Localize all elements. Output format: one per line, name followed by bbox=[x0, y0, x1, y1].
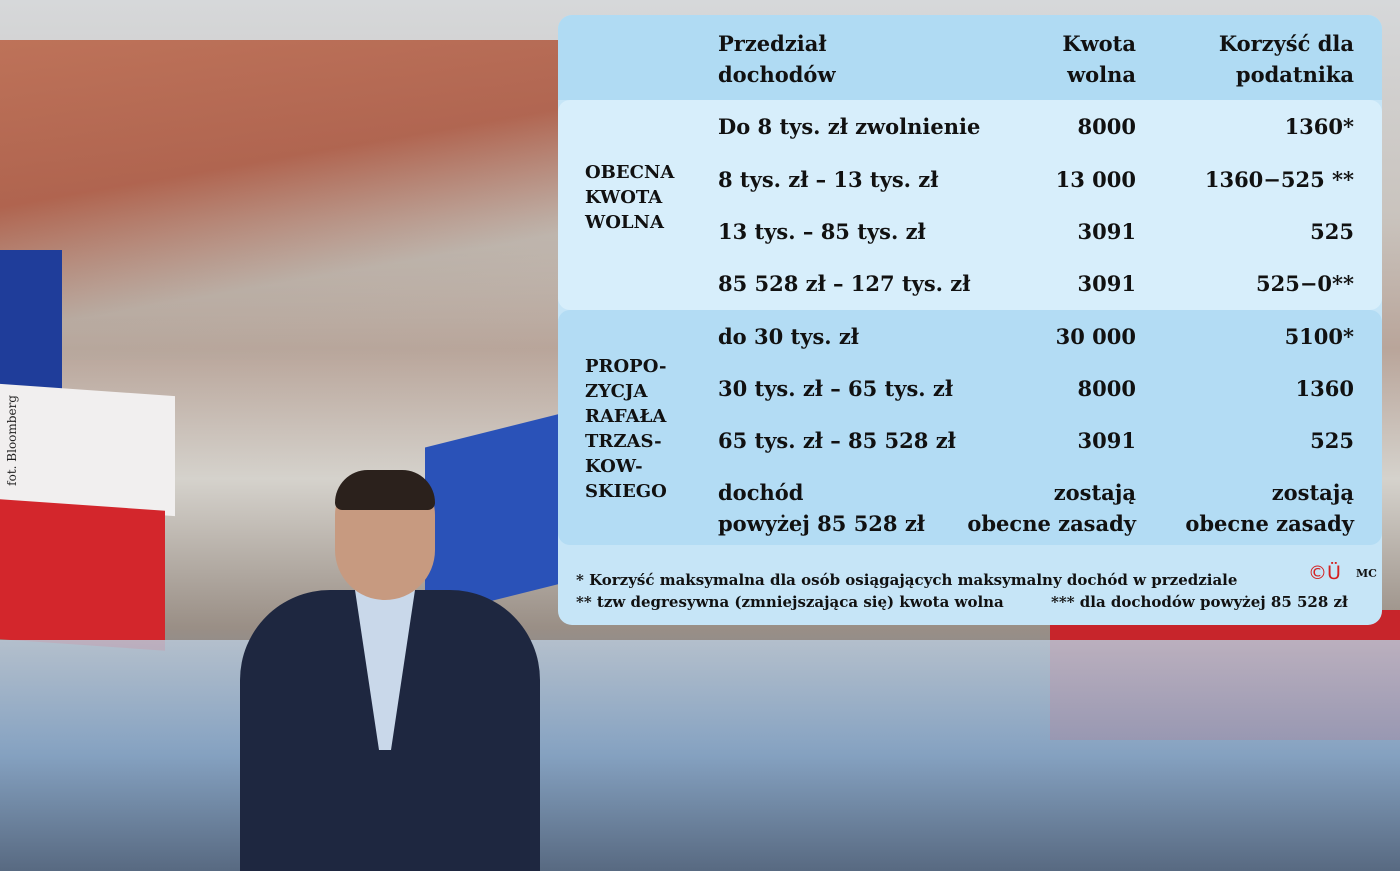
cell-range: 30 tys. zł – 65 tys. zł bbox=[718, 373, 953, 404]
cell-range-text: powyżej 85 528 zł bbox=[718, 511, 925, 536]
cell-range-text: 13 tys. – 85 tys. zł bbox=[718, 219, 926, 244]
cell-free-amount-text: 13 000 bbox=[1055, 167, 1136, 192]
cell-range: do 30 tys. zł bbox=[718, 321, 859, 352]
cell-free-amount-text: obecne zasady bbox=[967, 511, 1136, 536]
cell-free-amount-text: 3091 bbox=[1077, 271, 1136, 296]
cell-benefit-text: 5100* bbox=[1284, 324, 1354, 349]
group-label-proposal: PROPO- ZYCJA RAFAŁA TRZAS- KOW- SKIEGO bbox=[585, 356, 667, 502]
cell-benefit: 1360 bbox=[1296, 373, 1354, 404]
crowd bbox=[0, 640, 1400, 871]
cell-benefit-text: 1360−525 ** bbox=[1204, 167, 1354, 192]
cell-range: 65 tys. zł – 85 528 zł bbox=[718, 425, 956, 456]
cell-free-amount: 8000 bbox=[1078, 111, 1136, 142]
cell-range: dochód powyżej 85 528 zł bbox=[718, 477, 925, 539]
cell-free-amount: 30 000 bbox=[1056, 321, 1136, 352]
cell-free-amount-text: zostają bbox=[1053, 480, 1136, 505]
cell-range: 13 tys. – 85 tys. zł bbox=[718, 216, 926, 247]
footnote-1: * Korzyść maksymalna dla osób osiągający… bbox=[576, 571, 1238, 589]
cell-range-text: 65 tys. zł – 85 528 zł bbox=[718, 428, 956, 453]
cell-range-text: do 30 tys. zł bbox=[718, 324, 859, 349]
cell-free-amount: 3091 bbox=[1078, 268, 1136, 299]
cell-free-amount-text: 8000 bbox=[1077, 376, 1136, 401]
polish-flag-red bbox=[0, 499, 165, 651]
cell-free-amount: 13 000 bbox=[1056, 164, 1136, 195]
cell-benefit: 5100* bbox=[1285, 321, 1354, 352]
header-range: Przedział dochodów bbox=[718, 31, 836, 87]
cell-free-amount: 3091 bbox=[1078, 425, 1136, 456]
cell-free-amount: 8000 bbox=[1078, 373, 1136, 404]
cell-free-amount-text: 8000 bbox=[1077, 114, 1136, 139]
cell-range: 8 tys. zł – 13 tys. zł bbox=[718, 164, 938, 195]
cell-free-amount-text: 30 000 bbox=[1055, 324, 1136, 349]
footnote-3: *** dla dochodów powyżej 85 528 zł bbox=[1051, 593, 1348, 611]
header-free: Kwota wolna bbox=[1062, 31, 1136, 87]
cell-range: Do 8 tys. zł zwolnienie bbox=[718, 111, 980, 142]
cell-range-text: 85 528 zł – 127 tys. zł bbox=[718, 271, 971, 296]
cell-benefit: 525 bbox=[1310, 425, 1354, 456]
polish-flag-white bbox=[0, 383, 175, 517]
cell-range-text: 8 tys. zł – 13 tys. zł bbox=[718, 167, 939, 192]
cell-benefit: 1360* bbox=[1285, 111, 1354, 142]
cell-range-text: 30 tys. zł – 65 tys. zł bbox=[718, 376, 953, 401]
cell-benefit: 525−0** bbox=[1256, 268, 1354, 299]
cell-benefit-text: 525 bbox=[1310, 219, 1354, 244]
cell-benefit-text: 525 bbox=[1310, 428, 1354, 453]
building bbox=[0, 40, 560, 360]
speaker bbox=[240, 470, 540, 871]
cell-benefit: zostają obecne zasady bbox=[1185, 477, 1354, 539]
cell-benefit-text: 525−0** bbox=[1255, 271, 1354, 296]
cell-benefit-text: zostają bbox=[1271, 480, 1354, 505]
eu-flag bbox=[0, 250, 62, 390]
cell-benefit-text: 1360* bbox=[1284, 114, 1354, 139]
cell-free-amount-text: 3091 bbox=[1077, 219, 1136, 244]
cell-range: 85 528 zł – 127 tys. zł bbox=[718, 268, 970, 299]
cell-benefit-text: obecne zasady bbox=[1185, 511, 1354, 536]
cell-benefit-text: 1360 bbox=[1295, 376, 1354, 401]
tax-table: Przedział dochodów Kwota wolna Korzyść dla… bbox=[558, 15, 1382, 625]
cell-free-amount-text: 3091 bbox=[1077, 428, 1136, 453]
cell-free-amount: zostają obecne zasady bbox=[967, 477, 1136, 539]
cell-range-text: dochód bbox=[718, 480, 804, 505]
group-label-current: OBECNA KWOTA WOLNA bbox=[585, 162, 675, 233]
publisher-logo: ©Ü bbox=[1308, 562, 1341, 584]
photo-credit: fot. Bloomberg bbox=[5, 395, 19, 486]
cell-free-amount: 3091 bbox=[1078, 216, 1136, 247]
group-current bbox=[558, 100, 1382, 310]
table-header bbox=[558, 15, 1382, 100]
cell-benefit: 1360−525 ** bbox=[1205, 164, 1354, 195]
cell-benefit: 525 bbox=[1310, 216, 1354, 247]
group-proposal bbox=[558, 310, 1382, 545]
cell-range-text: Do 8 tys. zł zwolnienie bbox=[718, 114, 981, 139]
author-initials: MC bbox=[1356, 567, 1377, 580]
header-benefit: Korzyść dla podatnika bbox=[1218, 31, 1354, 87]
footnote-2: ** tzw degresywna (zmniejszająca się) kw… bbox=[576, 593, 1004, 611]
